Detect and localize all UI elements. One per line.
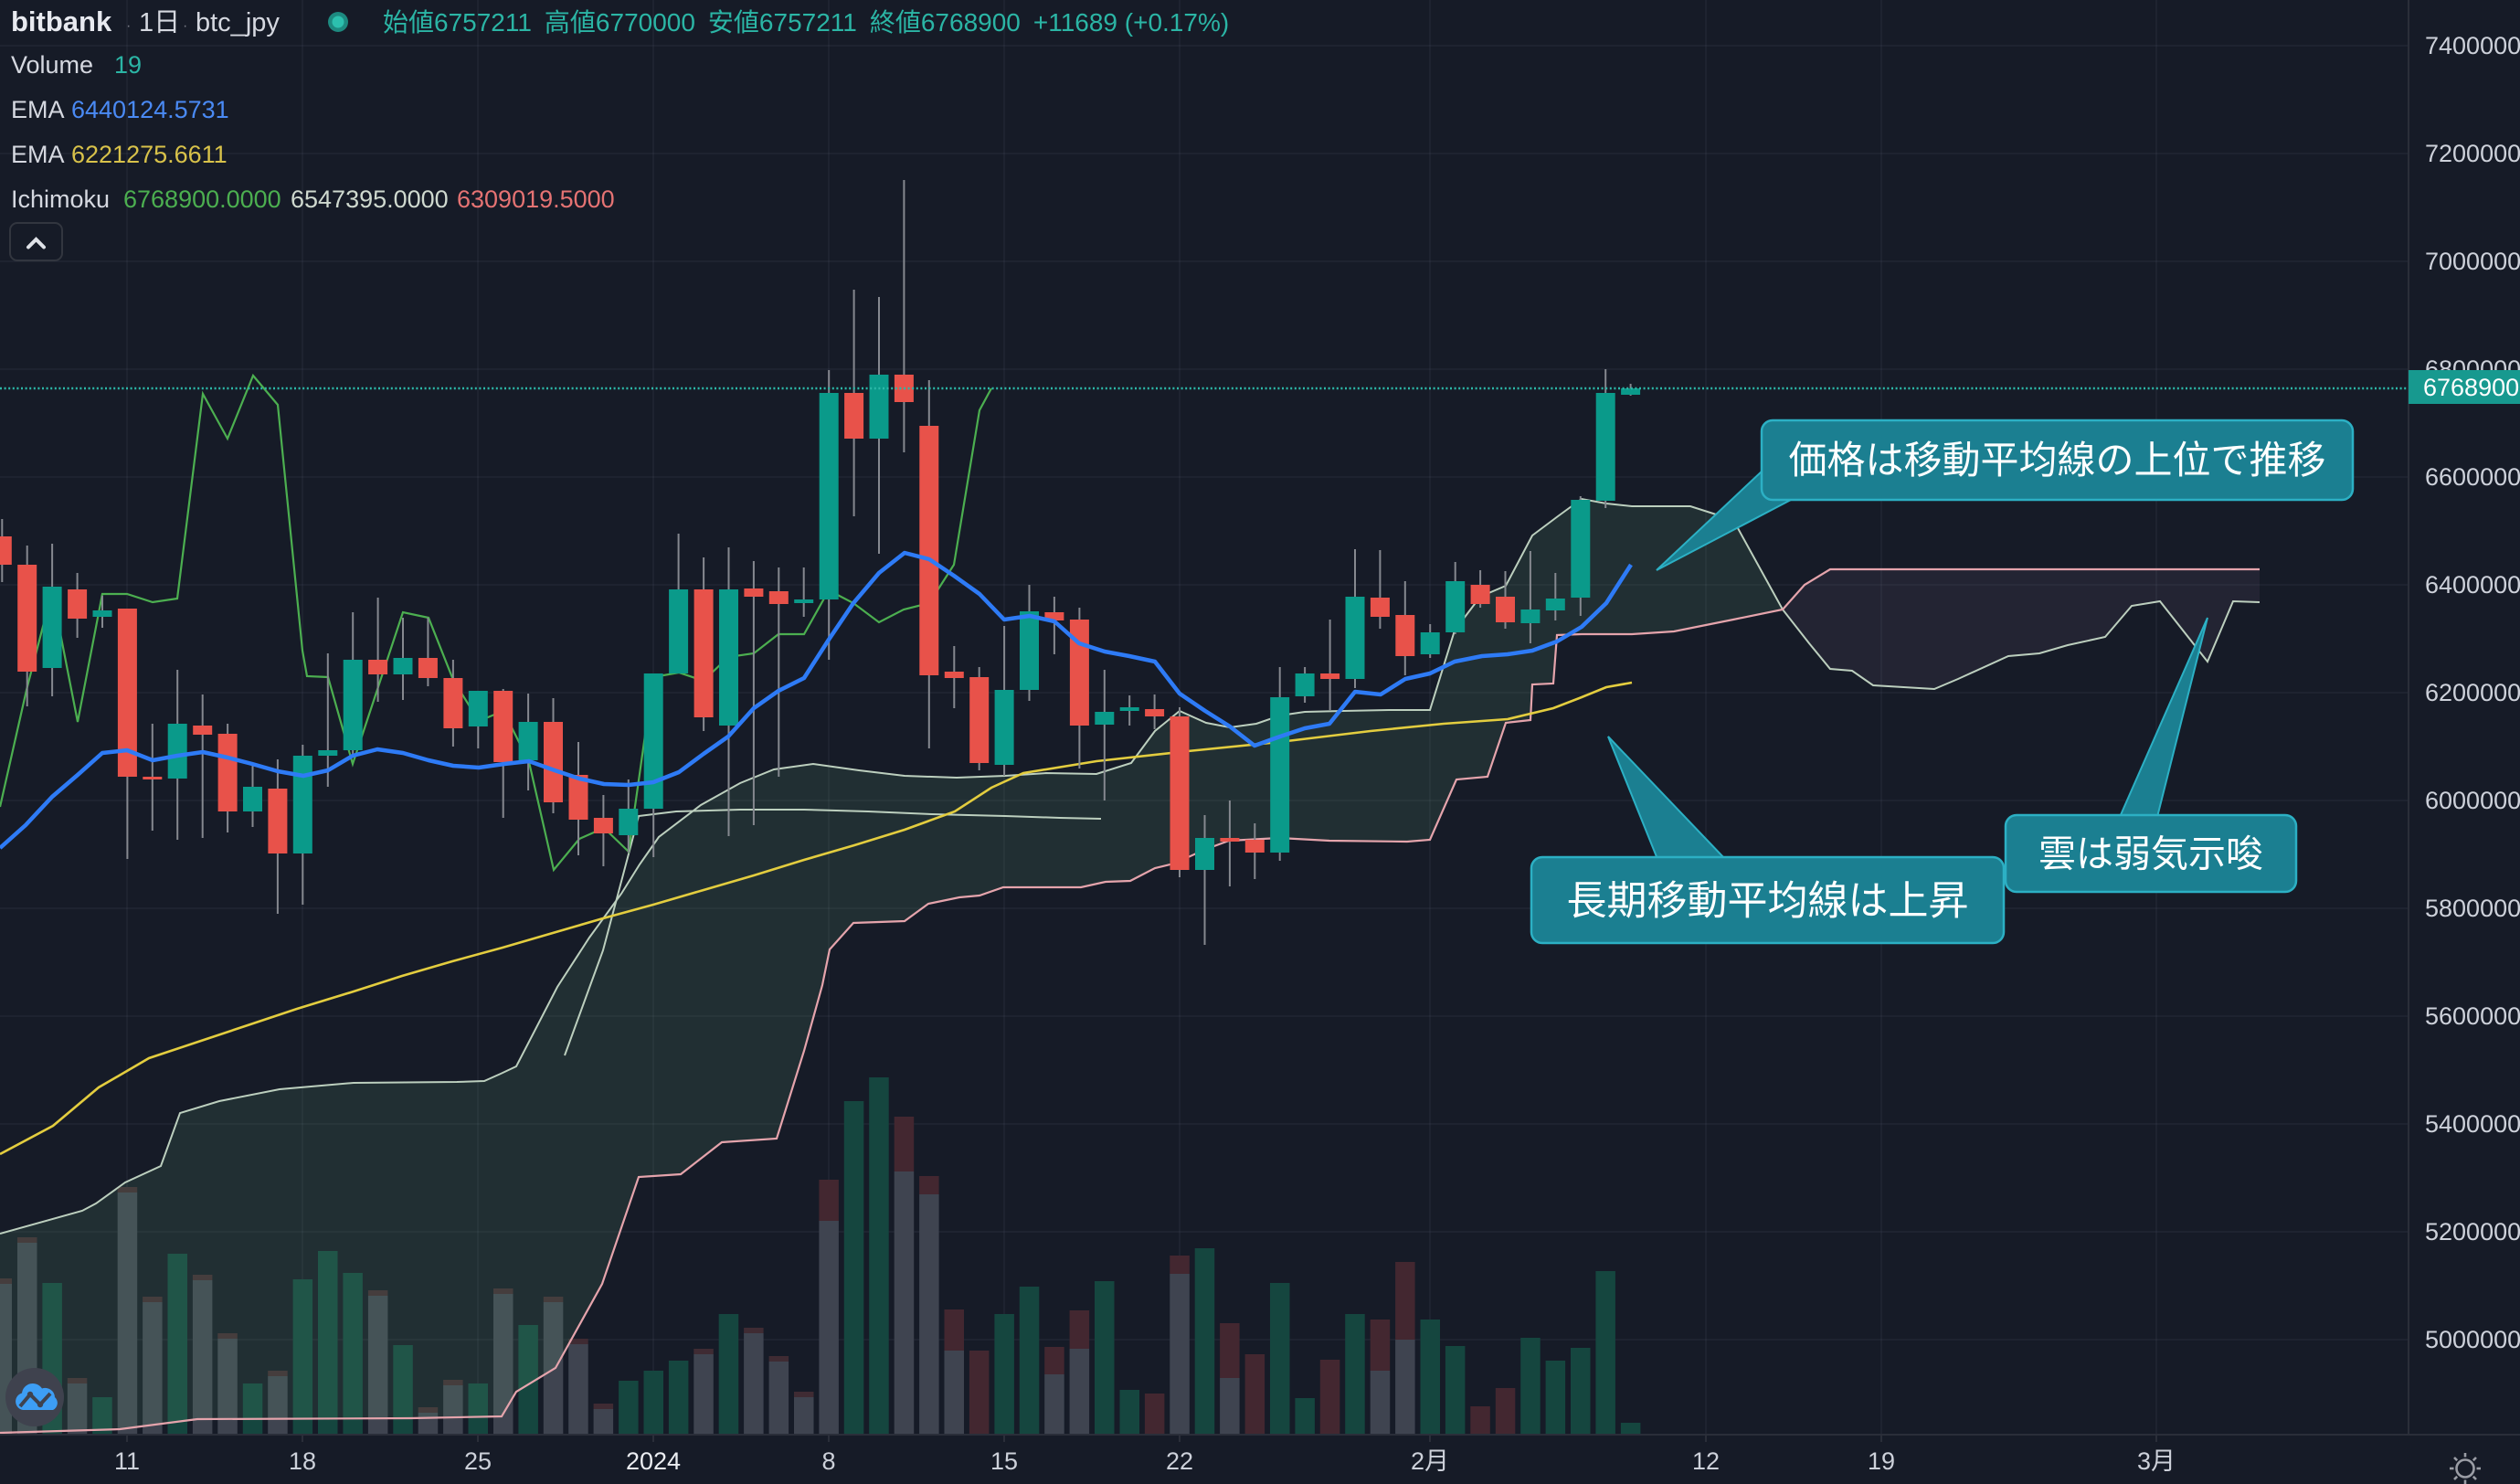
svg-text:2月: 2月 [1411, 1447, 1449, 1475]
svg-text:6547395.0000: 6547395.0000 [291, 186, 449, 213]
svg-text:25: 25 [464, 1447, 492, 1475]
svg-text:btc_jpy: btc_jpy [196, 8, 280, 37]
svg-text:価格は移動平均線の上位で推移: 価格は移動平均線の上位で推移 [1788, 439, 2325, 482]
svg-text:3月: 3月 [2137, 1447, 2176, 1475]
svg-text:·: · [126, 18, 131, 34]
svg-text:5200000: 5200000 [2425, 1218, 2520, 1246]
svg-text:6600000: 6600000 [2425, 463, 2520, 491]
svg-text:19: 19 [114, 51, 142, 79]
svg-text:6200000: 6200000 [2425, 679, 2520, 706]
svg-text:EMA: EMA [11, 96, 65, 123]
svg-text:6768900: 6768900 [2423, 374, 2519, 401]
svg-text:22: 22 [1166, 1447, 1193, 1475]
svg-text:1日: 1日 [139, 8, 180, 37]
svg-text:5800000: 5800000 [2425, 895, 2520, 922]
svg-text:7000000: 7000000 [2425, 248, 2520, 275]
svg-text:6768900.0000: 6768900.0000 [123, 186, 281, 213]
svg-text:長期移動平均線は上昇: 長期移動平均線は上昇 [1567, 878, 1969, 923]
svg-text:雲は弱気示唆: 雲は弱気示唆 [2038, 832, 2263, 874]
svg-text:6400000: 6400000 [2425, 571, 2520, 599]
svg-text:5400000: 5400000 [2425, 1110, 2520, 1138]
svg-text:19: 19 [1868, 1447, 1895, 1475]
svg-text:6221275.6611: 6221275.6611 [71, 141, 228, 168]
svg-text:EMA: EMA [11, 141, 65, 168]
svg-text:5000000: 5000000 [2425, 1326, 2520, 1353]
svg-text:7400000: 7400000 [2425, 32, 2520, 59]
svg-text:18: 18 [289, 1447, 316, 1475]
svg-text:始値6757211 高値6770000 安値6757211: 始値6757211 高値6770000 安値6757211 終値6768900 … [383, 8, 1229, 37]
svg-text:bitbank: bitbank [11, 5, 112, 37]
svg-text:6309019.5000: 6309019.5000 [457, 186, 615, 213]
svg-text:6440124.5731: 6440124.5731 [71, 96, 229, 123]
svg-text:2024: 2024 [626, 1447, 681, 1475]
svg-text:15: 15 [990, 1447, 1018, 1475]
svg-text:Ichimoku: Ichimoku [11, 186, 110, 213]
svg-text:·: · [183, 18, 187, 34]
svg-text:6000000: 6000000 [2425, 787, 2520, 814]
svg-text:5600000: 5600000 [2425, 1002, 2520, 1030]
svg-text:8: 8 [821, 1447, 835, 1475]
svg-text:12: 12 [1692, 1447, 1720, 1475]
svg-text:11: 11 [114, 1447, 140, 1475]
svg-text:7200000: 7200000 [2425, 140, 2520, 167]
svg-text:Volume: Volume [11, 51, 93, 79]
